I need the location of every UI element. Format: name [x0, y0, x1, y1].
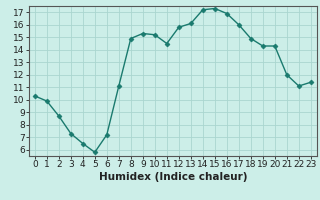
X-axis label: Humidex (Indice chaleur): Humidex (Indice chaleur) [99, 172, 247, 182]
